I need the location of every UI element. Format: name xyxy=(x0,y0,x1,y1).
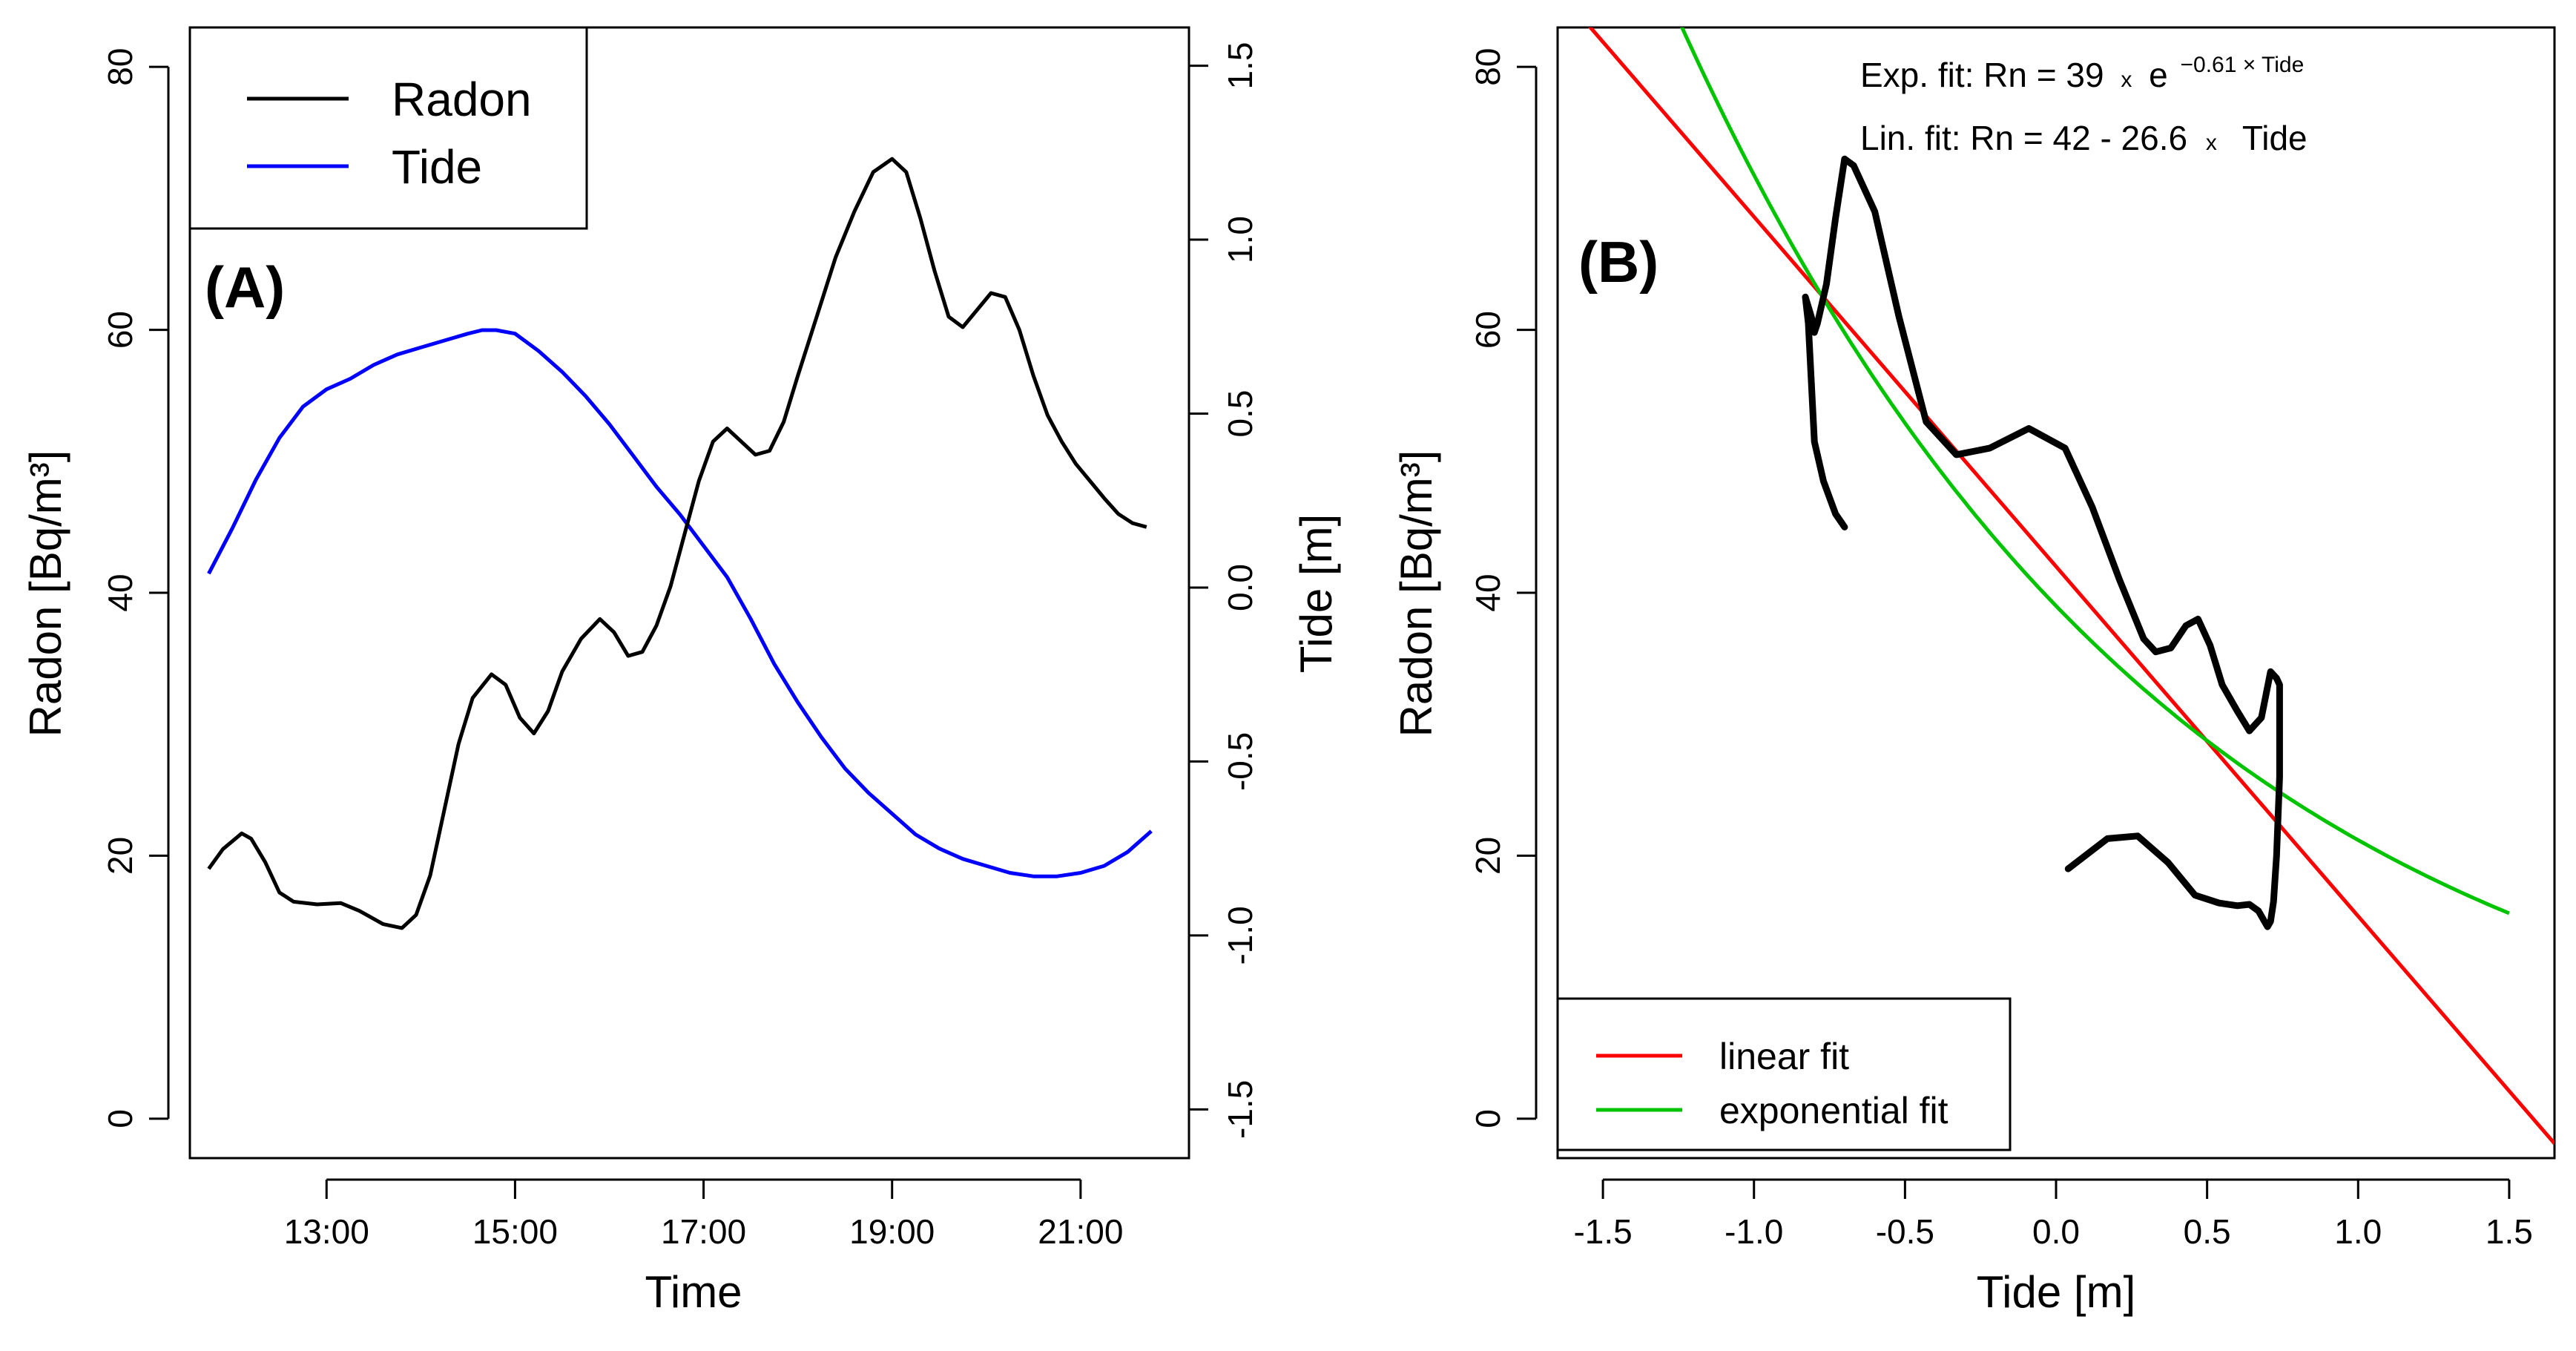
lin-fit-suffix: Tide xyxy=(2242,119,2307,157)
x-tick-label-b: 0.5 xyxy=(2184,1212,2231,1251)
x-tick-label-b: -1.5 xyxy=(1573,1212,1632,1251)
x-axis-title-b: Tide [m] xyxy=(1977,1267,2135,1317)
exp-fit-base: e xyxy=(2149,56,2168,94)
exp-fit-annotation: Exp. fit: Rn = 39 x e −0.61 × Tide xyxy=(1860,53,2304,94)
x-axis-title-a: Time xyxy=(645,1267,742,1317)
plot-area-b xyxy=(1587,27,2554,1145)
y-tick-label-b: 0 xyxy=(1469,1109,1507,1128)
svg-text:Exp. fit: Rn = 39 x: Exp. fit: Rn = 39 x e −0.61 × Tide xyxy=(1860,53,2304,94)
radon-vs-tide-line xyxy=(1802,155,2283,930)
legend-a: Radon Tide xyxy=(188,26,588,230)
y-axis-left-a: 0 20 40 60 80 xyxy=(101,48,170,1128)
lin-fit-times: x xyxy=(2206,131,2217,155)
x-tick-label-b: 0.0 xyxy=(2032,1212,2080,1251)
legend-label-linear: linear fit xyxy=(1719,1036,1849,1077)
legend-label-tide: Tide xyxy=(392,140,482,194)
y-tick-label-a: 0 xyxy=(101,1109,139,1128)
y2-tick-label-a: 0.5 xyxy=(1221,390,1259,438)
x-tick-label-a: 21:00 xyxy=(1038,1212,1123,1251)
legend-label-exponential: exponential fit xyxy=(1719,1090,1949,1131)
panel-b: -1.5 -1.0 -0.5 0.0 0.5 1.0 1.5 0 20 40 60 80 Tide … xyxy=(1391,26,2556,1317)
tide-series-line xyxy=(207,328,1153,878)
exponential-fit-curve xyxy=(1679,27,2510,916)
panel-a: 13:00 15:00 17:00 19:00 21:00 0 20 40 60 80 -1.5… xyxy=(21,26,1341,1317)
x-axis-a: 13:00 15:00 17:00 19:00 21:00 xyxy=(284,1178,1123,1251)
y-axis-title-b: Radon [Bq/m³] xyxy=(1391,450,1441,737)
y-axis-title-a: Radon [Bq/m³] xyxy=(21,450,70,737)
x-tick-label-b: 1.5 xyxy=(2486,1212,2533,1251)
y2-tick-label-a: 1.5 xyxy=(1221,42,1259,90)
x-tick-label-a: 13:00 xyxy=(284,1212,369,1251)
y2-tick-label-a: 1.0 xyxy=(1221,216,1259,263)
y-tick-label-a: 20 xyxy=(101,837,139,875)
y-tick-label-a: 80 xyxy=(101,48,139,86)
y-axis-right-a: -1.5 -1.0 -0.5 0.0 0.5 1.0 1.5 xyxy=(1187,42,1259,1139)
exp-fit-prefix: Exp. fit: Rn = 39 xyxy=(1860,56,2104,94)
y2-tick-label-a: -0.5 xyxy=(1221,732,1259,791)
panel-label-a: (A) xyxy=(205,254,285,320)
y2-axis-title-a: Tide [m] xyxy=(1291,514,1341,673)
y-axis-b: 0 20 40 60 80 xyxy=(1469,48,1538,1128)
x-axis-b: -1.5 -1.0 -0.5 0.0 0.5 1.0 1.5 xyxy=(1573,1178,2533,1251)
x-tick-label-b: -1.0 xyxy=(1725,1212,1783,1251)
x-tick-label-b: -0.5 xyxy=(1876,1212,1934,1251)
y-tick-label-a: 60 xyxy=(101,311,139,349)
lin-fit-prefix: Lin. fit: Rn = 42 - 26.6 xyxy=(1860,119,2187,157)
legend-b: linear fit exponential fit xyxy=(1556,997,2012,1151)
y-tick-label-b: 80 xyxy=(1469,48,1507,86)
y-tick-label-b: 60 xyxy=(1469,311,1507,349)
radon-series-line xyxy=(207,157,1147,930)
y-tick-label-b: 20 xyxy=(1469,837,1507,875)
x-tick-label-b: 1.0 xyxy=(2334,1212,2382,1251)
plot-area-a xyxy=(207,157,1153,930)
x-tick-label-a: 15:00 xyxy=(472,1212,558,1251)
lin-fit-annotation: Lin. fit: Rn = 42 - 26.6 x Tide xyxy=(1860,119,2307,157)
x-tick-label-a: 17:00 xyxy=(661,1212,746,1251)
svg-text:Lin. fit: Rn = 42 - 26.6: Lin. fit: Rn = 42 - 26.6 x Tide xyxy=(1860,119,2307,157)
panel-label-b: (B) xyxy=(1578,229,1658,295)
y-tick-label-a: 40 xyxy=(101,573,139,611)
y-tick-label-b: 40 xyxy=(1469,573,1507,611)
y2-tick-label-a: -1.0 xyxy=(1221,906,1259,964)
exp-fit-times: x xyxy=(2121,68,2132,92)
linear-fit-line xyxy=(1587,27,2554,1145)
x-tick-label-a: 19:00 xyxy=(849,1212,935,1251)
plot-frame-b xyxy=(1556,26,2556,1160)
legend-box-a xyxy=(188,26,588,230)
legend-box-b xyxy=(1556,997,2012,1151)
y2-tick-label-a: 0.0 xyxy=(1221,564,1259,611)
y2-tick-label-a: -1.5 xyxy=(1221,1080,1259,1139)
legend-label-radon: Radon xyxy=(392,73,532,126)
exp-fit-power: −0.61 × Tide xyxy=(2181,53,2305,77)
